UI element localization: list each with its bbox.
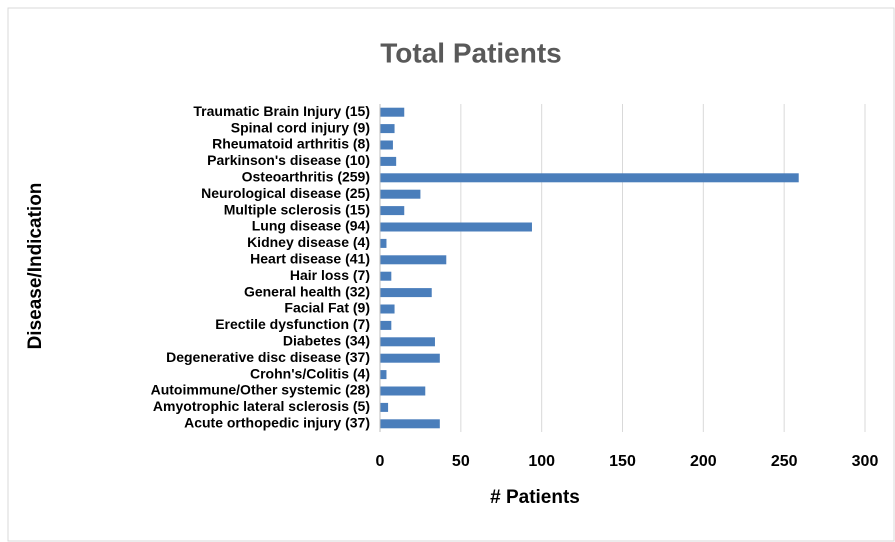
bar [380,320,392,330]
y-tick-label: Multiple sclerosis (15) [224,201,370,217]
bar [380,386,426,396]
y-tick-label: Lung disease (94) [252,218,370,234]
y-tick-label: Diabetes (34) [283,333,370,349]
bar [380,156,397,166]
bar [380,370,387,380]
x-tick-label: 200 [690,453,717,470]
x-tick-label: 150 [609,453,636,470]
y-tick-label: Spinal cord injury (9) [231,119,370,135]
y-tick-label: Acute orthopedic injury (37) [184,415,370,431]
bar [380,337,435,347]
y-tick-label: Amyotrophic lateral sclerosis (5) [153,398,370,414]
x-tick-label: 0 [376,453,385,470]
y-tick-label: Hair loss (7) [290,267,370,283]
bar [380,107,405,117]
y-tick-label: Erectile dysfunction (7) [215,316,370,332]
y-tick-label: Crohn's/Colitis (4) [250,365,370,381]
bar [380,140,393,150]
bar [380,271,392,281]
y-tick-label: General health (32) [244,283,370,299]
x-tick-label: 300 [852,453,879,470]
bar [380,124,395,134]
bar [380,222,532,232]
x-axis-label: # Patients [490,487,580,508]
y-tick-label: Heart disease (41) [250,251,370,267]
bar [380,353,440,363]
y-tick-label: Osteoarthritis (259) [242,169,370,185]
chart-title: Total Patients [380,37,562,68]
y-tick-label: Neurological disease (25) [201,185,370,201]
bar [380,238,387,248]
y-tick-label: Parkinson's disease (10) [207,152,370,168]
bar [380,419,440,429]
y-tick-label: Degenerative disc disease (37) [166,349,370,365]
bar [380,255,447,265]
bar [380,288,432,298]
x-tick-label: 250 [771,453,798,470]
y-tick-label: Rheumatoid arthritis (8) [212,136,370,152]
chart-frame [7,7,895,542]
x-tick-label: 50 [452,453,470,470]
bar [380,304,395,314]
y-tick-label: Traumatic Brain Injury (15) [193,103,370,119]
bar [380,173,799,183]
bar [380,206,405,216]
bar [380,189,421,199]
y-axis-label: Disease/Indication [25,183,46,350]
x-tick-label: 100 [528,453,555,470]
bar [380,402,389,412]
y-tick-label: Kidney disease (4) [247,234,370,250]
y-tick-label: Facial Fat (9) [284,300,370,316]
y-tick-label: Autoimmune/Other systemic (28) [151,382,370,398]
